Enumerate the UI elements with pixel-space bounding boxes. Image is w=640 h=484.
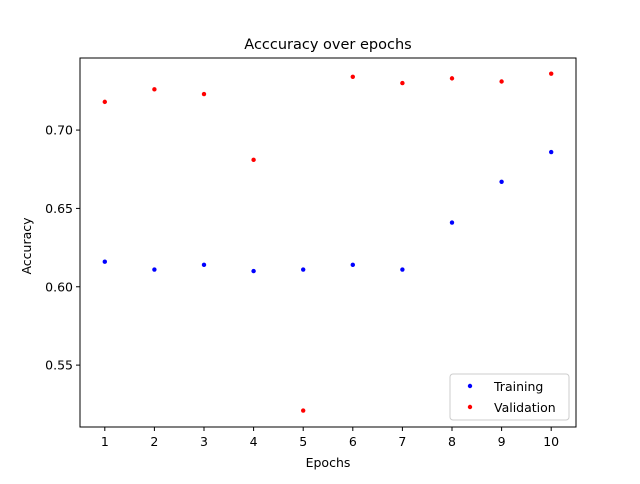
data-points xyxy=(102,71,554,413)
y-axis-label: Accuracy xyxy=(19,217,34,275)
legend-label-training: Training xyxy=(493,379,543,394)
y-tick-label: 0.60 xyxy=(45,279,73,294)
data-point-training xyxy=(201,262,207,268)
x-tick-label: 8 xyxy=(448,434,456,449)
data-point-validation xyxy=(251,157,256,163)
legend: Training Validation xyxy=(449,373,570,421)
data-point-validation xyxy=(102,99,108,105)
x-tick-label: 4 xyxy=(250,434,258,449)
x-tick-label: 2 xyxy=(150,434,158,449)
data-point-validation xyxy=(350,74,355,80)
y-tick-label: 0.55 xyxy=(45,358,73,373)
data-point-training xyxy=(102,259,108,264)
legend-box xyxy=(449,373,570,421)
data-point-validation xyxy=(201,91,207,97)
data-point-validation xyxy=(549,71,554,76)
data-point-training xyxy=(499,179,504,184)
x-tick-label: 3 xyxy=(200,434,208,449)
data-point-validation xyxy=(449,76,455,81)
data-point-training xyxy=(251,268,256,274)
data-point-training xyxy=(549,149,554,155)
data-point-validation xyxy=(499,79,504,84)
data-point-training xyxy=(152,267,157,272)
plot-area-frame xyxy=(79,57,577,428)
x-tick-label: 7 xyxy=(398,434,406,449)
data-point-validation xyxy=(152,87,157,92)
y-tick-label: 0.70 xyxy=(45,123,73,138)
x-tick-label: 10 xyxy=(543,434,559,449)
data-point-validation xyxy=(301,408,306,413)
y-tick-label: 0.65 xyxy=(45,201,73,216)
chart-title: Acccuracy over epochs xyxy=(244,37,411,53)
data-point-training xyxy=(449,220,455,225)
legend-marker-validation xyxy=(467,404,473,410)
x-tick-label: 5 xyxy=(299,434,307,449)
x-tick-label: 9 xyxy=(498,434,506,449)
data-point-training xyxy=(400,267,405,272)
legend-marker-training xyxy=(467,383,473,389)
axis-ticks: 1 2 3 4 5 6 7 8 9 10 0.55 0.60 0.65 0.70 xyxy=(45,123,559,449)
data-point-training xyxy=(301,267,306,272)
x-axis-label: Epochs xyxy=(306,455,351,470)
x-tick-label: 1 xyxy=(101,434,109,449)
x-tick-label: 6 xyxy=(349,434,357,449)
data-point-validation xyxy=(400,80,405,86)
data-point-training xyxy=(350,262,355,268)
legend-label-validation: Validation xyxy=(494,400,556,415)
